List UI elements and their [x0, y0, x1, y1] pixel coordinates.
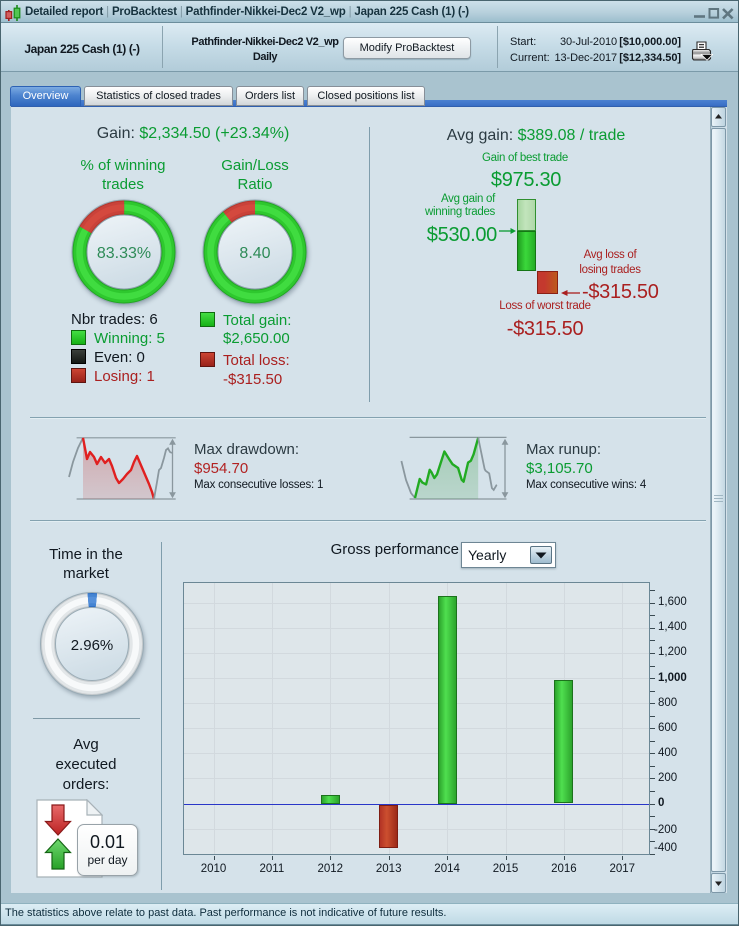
svg-text:83.33%: 83.33%: [97, 245, 151, 262]
svg-text:2.96%: 2.96%: [71, 637, 114, 654]
svg-text:8.40: 8.40: [239, 245, 270, 262]
